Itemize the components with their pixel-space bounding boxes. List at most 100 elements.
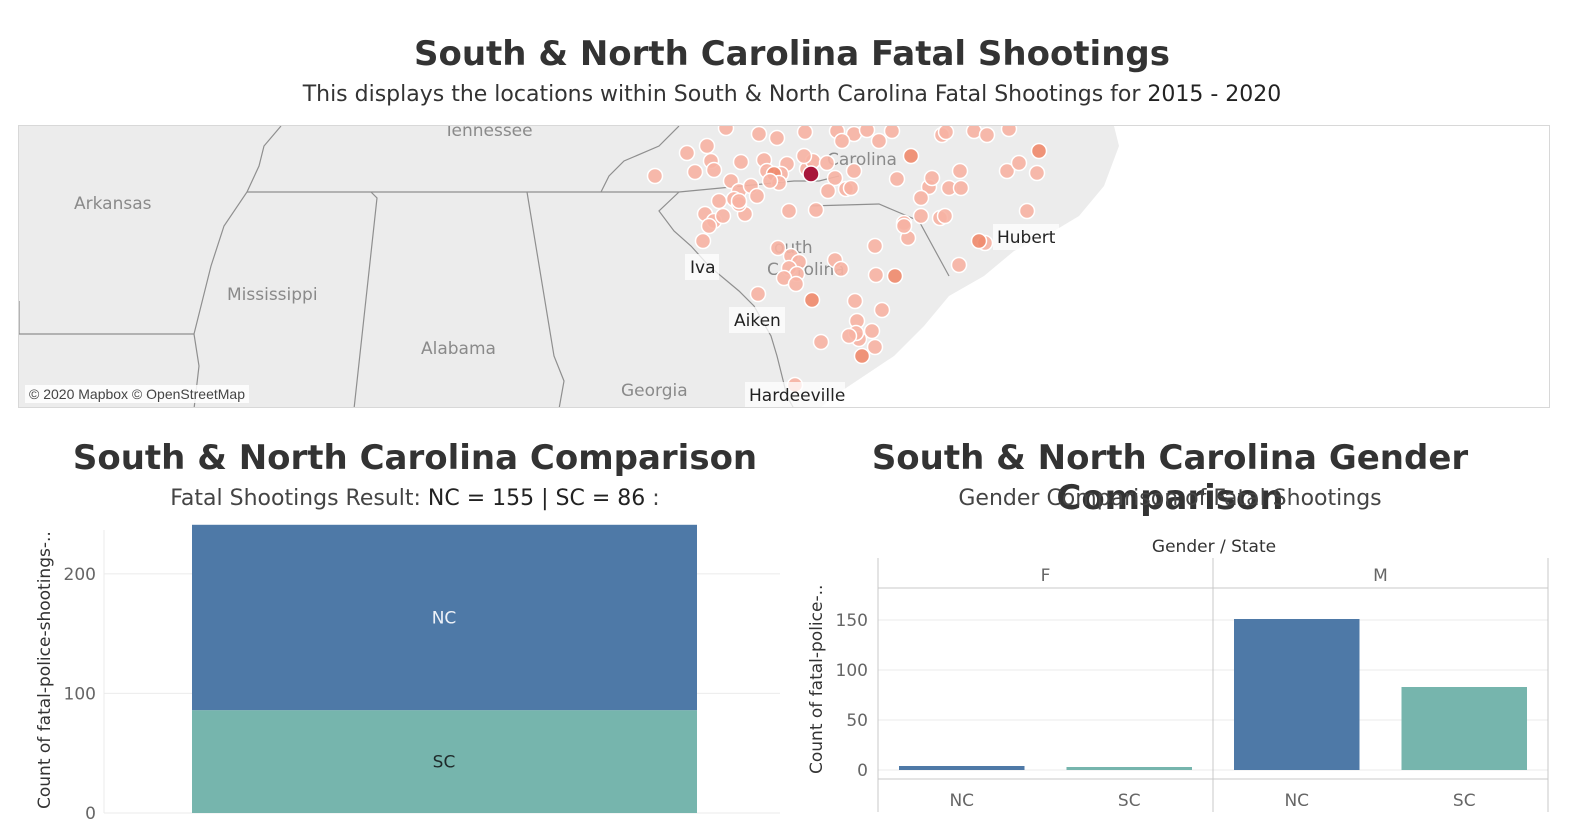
map-point[interactable] (998, 162, 1016, 180)
map-point[interactable] (812, 333, 830, 351)
map-point[interactable] (769, 239, 787, 257)
map-point[interactable] (923, 169, 941, 187)
map-point[interactable] (845, 162, 863, 180)
map-point[interactable] (867, 266, 885, 284)
map-point[interactable] (833, 132, 851, 150)
map-point[interactable] (978, 126, 996, 144)
map-point[interactable] (912, 207, 930, 225)
bar-f-nc[interactable] (899, 766, 1025, 770)
map-point[interactable] (750, 126, 768, 143)
map-point[interactable] (768, 129, 786, 147)
gender-bar-chart[interactable]: Gender / State 0 50 100 150 Count of fatal-po… (800, 520, 1584, 839)
map-point[interactable] (937, 126, 955, 141)
gender-title: South & North Carolina Gender Comparison (871, 438, 1469, 518)
y-tick-label: 100 (836, 661, 868, 681)
map-point[interactable] (902, 147, 920, 165)
label-south-carolina-2: C (767, 260, 779, 280)
x-tick-label: SC (1453, 791, 1476, 811)
map-point[interactable] (803, 291, 821, 309)
x-tick-label: SC (1118, 791, 1141, 811)
map-point[interactable] (714, 207, 732, 225)
map-point[interactable] (826, 169, 844, 187)
y-tick-label: 100 (64, 684, 96, 704)
map-points[interactable] (646, 126, 1048, 394)
y-axis-label: Count of fatal-police-shootings-.. (35, 531, 55, 809)
label-arkansas: Arkansas (74, 194, 152, 214)
map-point[interactable] (970, 232, 988, 250)
map-point[interactable] (710, 192, 728, 210)
map-point-highlight[interactable] (802, 165, 820, 183)
map-point[interactable] (863, 322, 881, 340)
map-point[interactable] (700, 217, 718, 235)
map-point[interactable] (819, 182, 837, 200)
map-point[interactable] (912, 189, 930, 207)
map-point[interactable] (1018, 202, 1036, 220)
bar-segment-nc[interactable] (192, 524, 697, 711)
map-point[interactable] (846, 292, 864, 310)
map-point[interactable] (686, 163, 704, 181)
bar-m-nc[interactable] (1234, 619, 1360, 770)
map-point[interactable] (818, 154, 836, 172)
comparison-subtitle: Fatal Shootings Result: NC = 155 | SC = … (30, 486, 800, 511)
map-point[interactable] (840, 327, 858, 345)
map-attribution[interactable]: © 2020 Mapbox © OpenStreetMap (25, 385, 249, 403)
map-point[interactable] (678, 144, 696, 162)
map-canvas[interactable]: Tennessee Arkansas Mississippi Alabama G… (19, 126, 1550, 408)
map-point[interactable] (870, 132, 888, 150)
map-point[interactable] (694, 232, 712, 250)
map-point[interactable] (866, 237, 884, 255)
map-point[interactable] (780, 202, 798, 220)
bar-m-sc[interactable] (1401, 687, 1528, 770)
bar-f-sc[interactable] (1066, 767, 1193, 770)
label-bg-hardeeville (745, 382, 845, 407)
map-point[interactable] (748, 187, 766, 205)
state-borders (19, 126, 950, 407)
map-point[interactable] (952, 179, 970, 197)
label-tennessee: Tennessee (443, 126, 533, 141)
map-point[interactable] (807, 201, 825, 219)
x-tick-label: NC (949, 791, 974, 811)
comparison-title: South & North Carolina Comparison (72, 438, 758, 478)
map-point[interactable] (1028, 164, 1046, 182)
map-point[interactable] (717, 126, 735, 137)
label-bg-aiken (729, 307, 785, 333)
map-view[interactable]: Tennessee Arkansas Mississippi Alabama G… (18, 125, 1550, 408)
map-point[interactable] (936, 207, 954, 225)
stacked-bar-chart[interactable]: 0 100 200 Count of fatal-police-shootings-.… (0, 520, 800, 839)
map-point[interactable] (787, 275, 805, 293)
city-aiken: Aiken (734, 311, 781, 331)
subtitle-range: 2015 - 2020 (1147, 82, 1282, 107)
map-point[interactable] (698, 137, 716, 155)
map-point[interactable] (950, 256, 968, 274)
map-point[interactable] (1030, 142, 1048, 160)
map-point[interactable] (873, 301, 891, 319)
map-point[interactable] (895, 217, 913, 235)
map-point[interactable] (951, 162, 969, 180)
map-point[interactable] (730, 192, 748, 210)
dashboard-subtitle: This displays the locations within South… (0, 82, 1584, 107)
label-bg-hubert (993, 224, 1059, 250)
map-point[interactable] (646, 167, 664, 185)
map-point[interactable] (883, 126, 901, 140)
map-point[interactable] (732, 153, 750, 171)
map-point[interactable] (796, 126, 814, 141)
map-point[interactable] (1010, 154, 1028, 172)
facet-label-f: F (1041, 566, 1051, 586)
map-point[interactable] (795, 147, 813, 165)
map-point[interactable] (858, 126, 876, 139)
map-point[interactable] (705, 161, 723, 179)
bar-segment-sc[interactable] (192, 710, 697, 813)
city-hardeeville: Hardeeville (749, 386, 845, 406)
map-point[interactable] (866, 338, 884, 356)
map-point[interactable] (888, 170, 906, 188)
map-point[interactable] (761, 172, 779, 190)
map-point[interactable] (853, 347, 871, 365)
map-point[interactable] (749, 285, 767, 303)
label-bg-iva (685, 254, 719, 280)
map-point[interactable] (1000, 126, 1018, 138)
map-point[interactable] (886, 267, 904, 285)
facet-header: Gender / State (1152, 537, 1276, 557)
city-hubert: Hubert (997, 228, 1056, 248)
map-point[interactable] (842, 179, 860, 197)
map-point[interactable] (832, 260, 850, 278)
